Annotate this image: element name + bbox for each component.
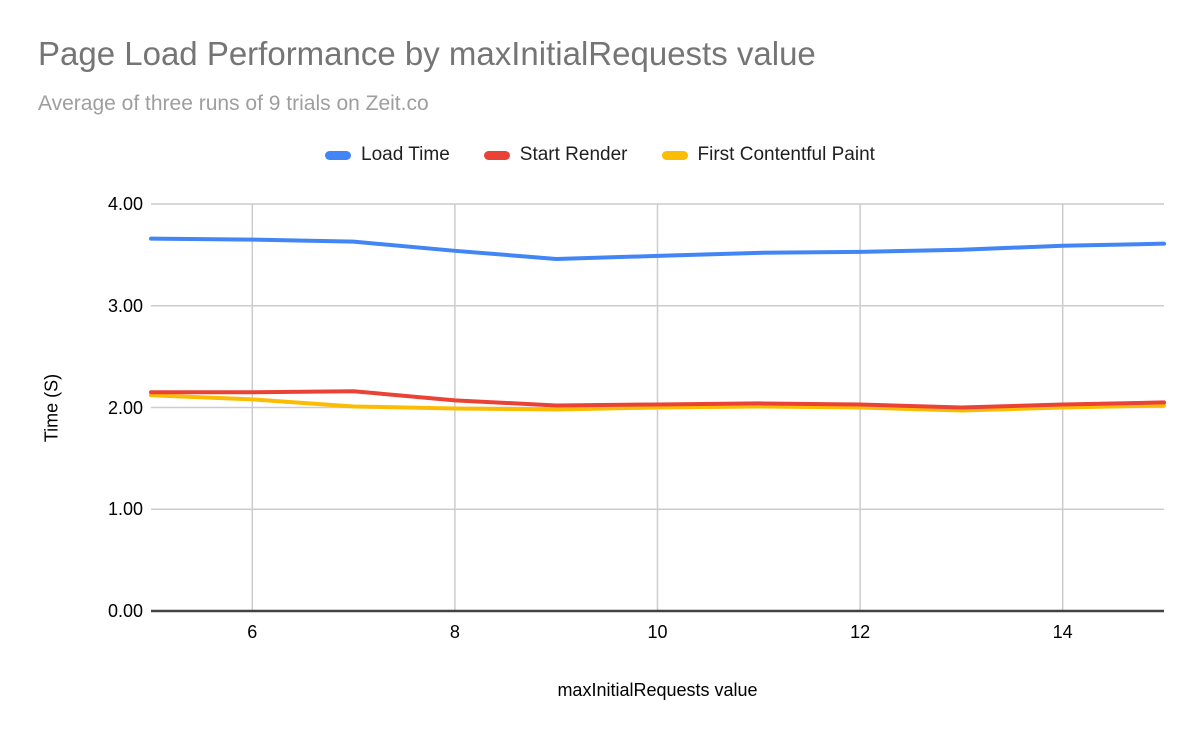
y-axis-title: Time (S): [41, 373, 62, 443]
x-tick-label: 12: [850, 622, 871, 642]
y-tick-label: 4.00: [107, 194, 143, 214]
legend-label-start-render: Start Render: [519, 144, 628, 165]
legend-item-load-time: Load Time: [325, 144, 450, 166]
legend: Load Time Start Render First Contentful …: [0, 144, 1200, 166]
legend-swatch-first-contentful-paint: [661, 150, 688, 160]
legend-label-first-contentful-paint: First Contentful Paint: [697, 144, 875, 165]
x-tick-label: 8: [449, 622, 460, 642]
y-tick-label: 2.00: [107, 397, 143, 418]
legend-item-first-contentful-paint: First Contentful Paint: [661, 144, 875, 166]
legend-item-start-render: Start Render: [483, 144, 628, 166]
y-tick-label: 1.00: [107, 499, 143, 520]
x-tick-label: 6: [247, 622, 258, 642]
legend-swatch-load-time: [325, 150, 352, 160]
line-series-start-render: [149, 389, 1166, 410]
line-series-first-contentful-paint: [149, 393, 1166, 413]
legend-swatch-start-render: [483, 150, 510, 160]
y-tick-label: 3.00: [107, 295, 143, 316]
chart-subtitle: Average of three runs of 9 trials on Zei…: [38, 92, 429, 115]
legend-label-load-time: Load Time: [361, 144, 450, 165]
x-tick-label: 10: [647, 622, 668, 642]
y-tick-label: 0.00: [107, 601, 143, 621]
line-series-load-time: [149, 236, 1166, 261]
chart-title: Page Load Performance by maxInitialReque…: [38, 35, 816, 72]
x-tick-label: 14: [1052, 622, 1073, 642]
x-axis-title: maxInitialRequests value: [557, 680, 758, 700]
